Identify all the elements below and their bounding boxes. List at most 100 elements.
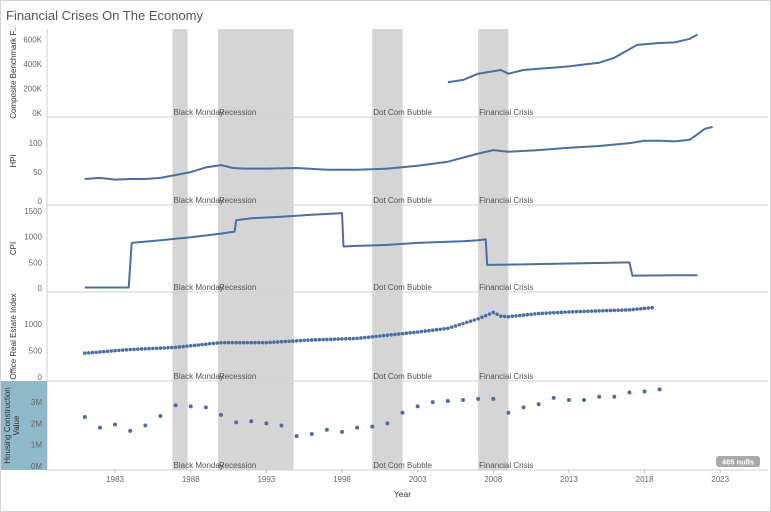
data-point xyxy=(627,308,632,312)
y-tick-label: 500 xyxy=(29,347,43,356)
data-point xyxy=(612,394,617,399)
event-band-1 xyxy=(217,29,294,117)
data-point xyxy=(241,340,246,345)
y-tick-label: 200K xyxy=(23,84,42,93)
data-point xyxy=(646,306,651,310)
series-line xyxy=(84,212,698,289)
axis-highlight xyxy=(1,381,47,470)
data-point xyxy=(170,345,174,350)
data-point xyxy=(260,340,265,345)
data-point xyxy=(82,415,87,420)
event-band-3 xyxy=(478,117,509,205)
data-point xyxy=(94,350,98,355)
data-point xyxy=(328,337,333,342)
data-point xyxy=(385,333,390,338)
data-point xyxy=(151,346,155,351)
data-point xyxy=(339,429,344,434)
data-point xyxy=(461,397,466,402)
data-point xyxy=(294,339,299,343)
data-point xyxy=(264,340,269,345)
data-point xyxy=(249,340,254,345)
data-point xyxy=(551,310,556,315)
data-point xyxy=(143,423,148,428)
y-tick-label: 400K xyxy=(23,60,42,69)
event-label: Dot Com Bubble xyxy=(373,461,432,470)
data-point xyxy=(253,340,257,345)
data-point xyxy=(355,425,360,430)
data-point xyxy=(586,309,590,314)
data-point xyxy=(230,340,235,345)
event-band-0 xyxy=(172,292,188,381)
data-point xyxy=(309,338,314,342)
data-point xyxy=(200,342,204,347)
y-tick-label: 500 xyxy=(29,258,43,267)
data-point xyxy=(188,343,193,348)
data-point xyxy=(135,347,140,351)
event-label: Black Monday xyxy=(174,283,224,292)
data-point xyxy=(446,326,450,331)
data-point xyxy=(347,336,352,341)
data-point xyxy=(491,310,496,315)
data-point xyxy=(491,396,496,401)
data-point xyxy=(268,340,272,345)
data-point xyxy=(325,337,329,342)
data-point xyxy=(555,310,560,315)
event-label: Dot Com Bubble xyxy=(373,108,432,117)
data-point xyxy=(445,399,450,404)
event-label: Recession xyxy=(219,283,256,292)
y-axis-label: Office Real Estate Index xyxy=(9,293,18,379)
data-point xyxy=(222,340,227,345)
event-label: Black Monday xyxy=(174,461,224,470)
x-tick-label: 2018 xyxy=(636,475,654,484)
data-point xyxy=(510,314,514,319)
data-point xyxy=(309,432,314,437)
data-point xyxy=(597,394,602,399)
event-band-2 xyxy=(372,205,403,292)
y-tick-label: 2M xyxy=(31,419,42,428)
data-point xyxy=(449,325,454,329)
event-band-1 xyxy=(217,292,294,381)
y-tick-label: 1000 xyxy=(24,233,42,242)
data-point xyxy=(143,346,148,351)
event-label: Recession xyxy=(219,196,256,205)
data-point xyxy=(408,331,412,335)
event-band-2 xyxy=(372,381,403,470)
x-tick-label: 2008 xyxy=(484,475,502,484)
data-point xyxy=(249,419,254,424)
data-point xyxy=(483,313,488,318)
data-point xyxy=(521,405,526,410)
data-point xyxy=(343,336,348,341)
nulls-badge xyxy=(716,456,760,467)
y-tick-label: 50 xyxy=(33,168,42,177)
data-point xyxy=(400,410,405,415)
data-point xyxy=(574,309,579,314)
data-point xyxy=(631,307,635,312)
data-point xyxy=(124,347,129,352)
event-label: Financial Crisis xyxy=(479,372,533,381)
data-point xyxy=(109,349,114,353)
data-point xyxy=(218,412,223,417)
data-point xyxy=(83,351,87,355)
data-point xyxy=(480,315,484,320)
event-band-1 xyxy=(217,205,294,292)
data-point xyxy=(362,335,367,340)
data-point xyxy=(434,327,439,332)
data-point xyxy=(514,314,518,318)
x-tick-label: 1983 xyxy=(106,475,124,484)
data-point xyxy=(396,332,401,336)
data-point xyxy=(540,311,545,316)
data-point xyxy=(355,336,359,341)
data-point xyxy=(128,347,133,352)
event-label: Black Monday xyxy=(174,196,224,205)
x-tick-label: 2003 xyxy=(409,475,427,484)
data-point xyxy=(181,344,185,349)
data-point xyxy=(302,338,306,343)
data-point xyxy=(578,309,583,314)
x-tick-label: 2013 xyxy=(560,475,578,484)
data-point xyxy=(472,318,477,322)
data-point xyxy=(238,340,242,345)
data-point xyxy=(521,313,526,317)
data-point xyxy=(97,425,102,430)
event-band-1 xyxy=(217,117,294,205)
data-point xyxy=(570,309,575,314)
